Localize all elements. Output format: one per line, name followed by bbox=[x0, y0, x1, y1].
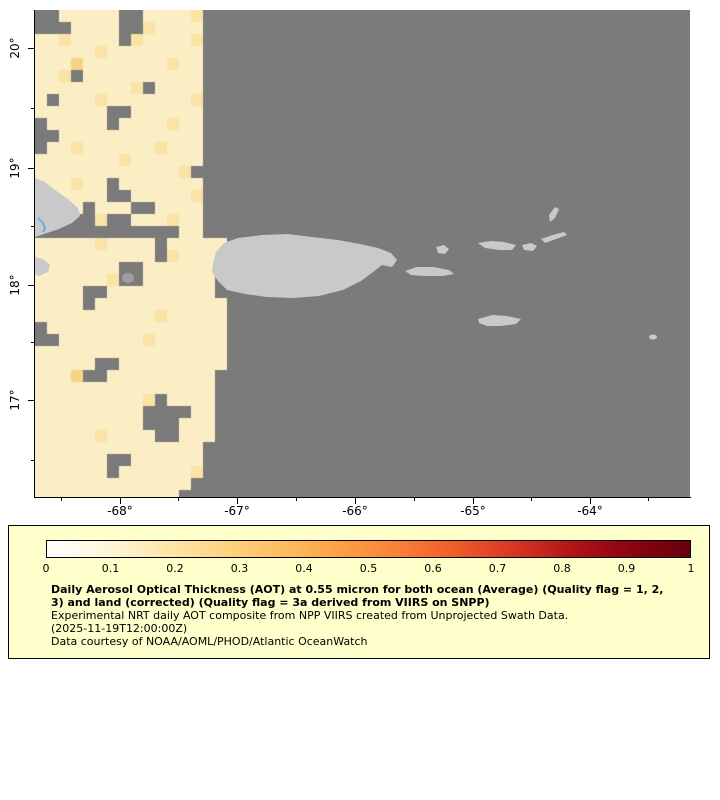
lat-tick-label: 18° bbox=[8, 274, 22, 296]
st-john-island bbox=[522, 243, 537, 251]
lon-major-tick bbox=[236, 498, 238, 504]
lat-major-tick bbox=[28, 399, 34, 401]
colorbar-tick-label: 0 bbox=[42, 562, 50, 575]
culebra-island bbox=[436, 245, 449, 254]
tortola-island bbox=[541, 232, 567, 243]
colorbar-tick-label: 0.9 bbox=[617, 562, 636, 575]
legend-text: Daily Aerosol Optical Thickness (AOT) at… bbox=[51, 583, 669, 648]
saona-island bbox=[35, 257, 50, 276]
lon-minor-tick bbox=[295, 498, 297, 501]
mona-island bbox=[122, 273, 134, 283]
colorbar bbox=[46, 540, 691, 558]
colorbar-tick-label: 0.2 bbox=[166, 562, 184, 575]
colorbar-tick-label: 0.5 bbox=[359, 562, 378, 575]
lat-major-tick bbox=[28, 284, 34, 286]
lon-minor-tick bbox=[648, 498, 649, 501]
lon-minor-tick bbox=[178, 498, 179, 501]
lon-minor-tick bbox=[61, 498, 62, 501]
legend-timestamp: (2025-11-19T12:00:00Z) bbox=[51, 622, 188, 635]
lon-major-tick bbox=[589, 498, 591, 504]
colorbar-tick-label: 0.3 bbox=[230, 562, 249, 575]
lon-tick-label: -68° bbox=[107, 504, 133, 518]
virgin-gorda-island bbox=[549, 207, 559, 222]
lon-tick-label: -64° bbox=[577, 504, 603, 518]
colorbar-tick-label: 0.1 bbox=[101, 562, 120, 575]
vieques-island bbox=[405, 267, 454, 276]
legend-panel: 0 0.1 0.2 0.3 0.4 0.5 0.6 0.7 0.8 0.9 1 Daily Aero… bbox=[8, 525, 710, 659]
lon-axis-line bbox=[34, 497, 691, 498]
colorbar-tick-label: 0.6 bbox=[424, 562, 442, 575]
lat-tick-label: 19° bbox=[8, 157, 22, 179]
lon-minor-tick bbox=[413, 498, 415, 501]
lon-tick-label: -66° bbox=[342, 504, 368, 518]
colorbar-tick-label: 1 bbox=[687, 562, 695, 575]
lon-tick-label: -67° bbox=[224, 504, 250, 518]
lon-tick-label: -65° bbox=[460, 504, 486, 518]
lat-tick-label: 17° bbox=[8, 389, 22, 411]
lat-major-tick bbox=[28, 167, 34, 169]
st-croix-island bbox=[478, 315, 521, 326]
lon-major-tick bbox=[119, 498, 121, 504]
lat-axis-line bbox=[34, 10, 35, 498]
coastal-line-artifact bbox=[37, 217, 47, 233]
colorbar-tick-label: 0.4 bbox=[295, 562, 313, 575]
lat-major-tick bbox=[28, 47, 34, 49]
lat-minor-tick bbox=[31, 107, 34, 109]
st-thomas-island bbox=[478, 241, 516, 250]
lon-major-tick bbox=[472, 498, 474, 504]
map-area: 20° 19° 18° 17° -68° -67° -66° -65° -64° bbox=[8, 10, 691, 518]
lat-minor-tick bbox=[31, 459, 34, 461]
colorbar-tick-label: 0.7 bbox=[488, 562, 507, 575]
hispaniola-coast bbox=[35, 178, 80, 237]
legend-subtitle: Experimental NRT daily AOT composite fro… bbox=[51, 609, 569, 622]
puerto-rico-island bbox=[212, 234, 397, 298]
lat-minor-tick bbox=[31, 342, 34, 343]
lat-minor-tick bbox=[31, 226, 34, 227]
sombrero-islet bbox=[649, 334, 657, 340]
colorbar-tick-labels: 0 0.1 0.2 0.3 0.4 0.5 0.6 0.7 0.8 0.9 1 bbox=[9, 562, 709, 576]
colorbar-tick-label: 0.8 bbox=[553, 562, 571, 575]
lat-tick-label: 20° bbox=[8, 37, 22, 59]
lon-minor-tick bbox=[531, 498, 532, 501]
lon-major-tick bbox=[354, 498, 356, 504]
legend-credit: Data courtesy of NOAA/AOML/PHOD/Atlantic… bbox=[51, 635, 368, 648]
islands-overlay bbox=[35, 178, 657, 340]
legend-title: Daily Aerosol Optical Thickness (AOT) at… bbox=[51, 583, 664, 609]
